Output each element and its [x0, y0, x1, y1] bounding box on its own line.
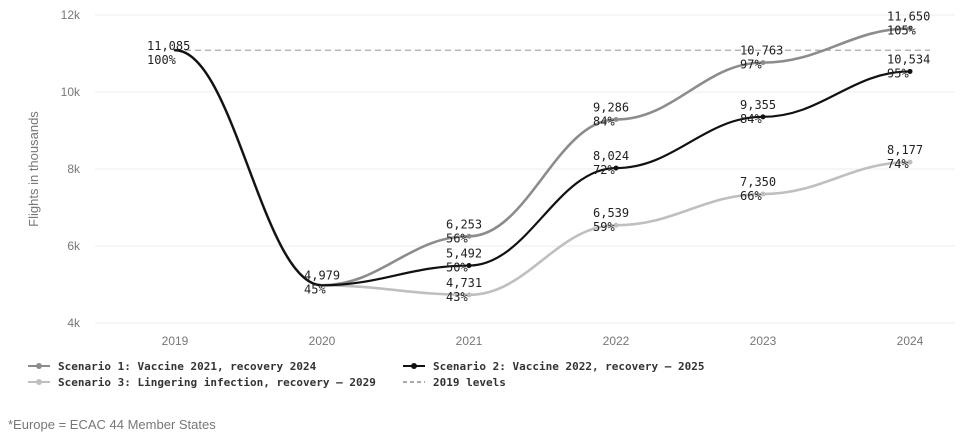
data-point	[760, 191, 766, 197]
data-point	[466, 263, 472, 269]
data-point	[613, 116, 619, 122]
series-line-1	[173, 27, 912, 287]
data-label-value: 11,650	[887, 9, 930, 23]
chart: 4k 6k 8k 10k 12k Flights in thousands 2019 2020…	[26, 8, 956, 406]
y-tick-label: 4k	[67, 316, 81, 330]
data-label-percent: 100%	[147, 53, 177, 67]
data-label-value: 10,534	[887, 52, 930, 66]
line-chart-svg: 4k 6k 8k 10k 12k Flights in thousands 2019 2020…	[26, 8, 956, 406]
data-point	[760, 114, 766, 120]
data-point	[907, 25, 913, 31]
data-label-value: 4,979	[304, 268, 340, 282]
legend-entry: 2019 levels	[433, 376, 506, 389]
data-label-percent: 105%	[887, 23, 917, 37]
x-tick-label: 2020	[309, 334, 336, 348]
data-label-percent: 72%	[593, 163, 615, 177]
data-label-value: 8,024	[593, 149, 629, 163]
series-line-3	[173, 48, 912, 297]
data-label-value: 9,355	[740, 98, 776, 112]
legend-entry: Scenario 3: Lingering infection, recover…	[58, 376, 376, 389]
data-point	[760, 60, 766, 66]
x-tick-label: 2022	[603, 334, 630, 348]
data-label-value: 8,177	[887, 143, 923, 157]
data-label-value: 6,253	[446, 217, 482, 231]
data-label-percent: 43%	[446, 290, 468, 304]
y-axis-label: Flights in thousands	[26, 111, 41, 227]
data-label-percent: 59%	[593, 220, 615, 234]
data-label-percent: 84%	[593, 114, 615, 128]
data-label-value: 9,286	[593, 100, 629, 114]
data-label-value: 7,350	[740, 175, 776, 189]
data-label-value: 4,731	[446, 276, 482, 290]
data-label-value: 5,492	[446, 247, 482, 261]
footnote: *Europe = ECAC 44 Member States	[8, 417, 216, 432]
data-label-percent: 45%	[304, 282, 326, 296]
data-label-percent: 95%	[887, 66, 909, 80]
data-point	[466, 233, 472, 239]
data-label-percent: 74%	[887, 157, 909, 171]
legend-entry: Scenario 1: Vaccine 2021, recovery 2024	[58, 360, 317, 373]
x-tick-label: 2024	[897, 334, 924, 348]
data-label-percent: 84%	[740, 112, 762, 126]
y-tick-label: 6k	[67, 239, 81, 253]
data-point	[907, 68, 913, 74]
data-label-percent: 97%	[740, 58, 762, 72]
legend-swatch-marker	[36, 379, 42, 385]
legend-entry: Scenario 2: Vaccine 2022, recovery – 202…	[433, 360, 705, 373]
y-tick-label: 12k	[61, 8, 81, 22]
data-label-percent: 56%	[446, 231, 468, 245]
data-label-value: 6,539	[593, 206, 629, 220]
legend-swatch-marker	[411, 363, 417, 369]
legend-swatch-marker	[36, 363, 42, 369]
x-tick-label: 2021	[456, 334, 483, 348]
data-point	[907, 159, 913, 165]
data-point	[613, 165, 619, 171]
y-tick-label: 10k	[61, 85, 81, 99]
data-point	[613, 222, 619, 228]
x-tick-label: 2019	[162, 334, 189, 348]
data-label-value: 10,763	[740, 44, 783, 58]
data-label-value: 11,085	[147, 39, 190, 53]
series-line-2	[173, 49, 912, 287]
y-tick-label: 8k	[67, 162, 81, 176]
data-label-percent: 50%	[446, 261, 468, 275]
data-label-percent: 66%	[740, 189, 762, 203]
data-point	[466, 292, 472, 298]
x-tick-label: 2023	[750, 334, 777, 348]
